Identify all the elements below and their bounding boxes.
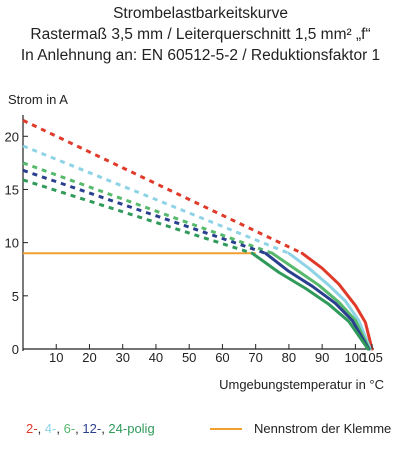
legend-item-0: 2- [26, 421, 38, 436]
x-tick-label: 100 [345, 350, 367, 365]
x-tick-label: 70 [248, 350, 262, 365]
series-dashed-1 [22, 144, 290, 255]
x-tick-label: 40 [149, 350, 163, 365]
legend-separator: , [56, 421, 64, 436]
series-solid-3 [264, 251, 371, 351]
series-solid-1 [287, 251, 372, 351]
legend-item-1: 4- [44, 421, 57, 436]
series-dashed-0 [22, 118, 303, 255]
y-tick-label: 15 [5, 182, 19, 197]
series-dashed-2 [22, 161, 273, 255]
legend-separator: , [37, 421, 45, 436]
x-tick-label: 20 [82, 350, 96, 365]
x-tick-label: 30 [115, 350, 129, 365]
legend-item-3: 12- [82, 421, 102, 436]
chart-title: Strombelastbarkeitskurve [113, 5, 288, 22]
series-solid-0 [300, 251, 374, 351]
series-dashed-3 [22, 168, 267, 255]
legend-separator: , [75, 421, 83, 436]
y-tick-label: 5 [12, 289, 19, 304]
y-tick-label: 10 [5, 236, 19, 251]
y-axis-label: Strom in A [8, 92, 68, 107]
legend-item-4: 24-polig [108, 421, 155, 436]
chart-subtitle-1: Rastermaß 3,5 mm / Leiterquerschnitt 1,5… [30, 26, 371, 43]
x-tick-label: 60 [215, 350, 229, 365]
pole-legend: 2-, 4-, 6-, 12-, 24-polig [26, 421, 155, 436]
series-solid-4 [250, 251, 370, 351]
nennstrom-swatch [210, 427, 242, 430]
x-tick-label: 50 [182, 350, 196, 365]
x-tick-label: 10 [49, 350, 63, 365]
x-tick-label: 90 [315, 350, 329, 365]
x-tick-label: 105 [361, 350, 383, 365]
chart-subtitle-2: In Anlehnung an: EN 60512-5-2 / Reduktio… [20, 47, 381, 64]
nennstrom-legend: Nennstrom der Klemme [210, 421, 391, 436]
series-solid-2 [270, 251, 371, 351]
x-axis-label: Umgebungstemperatur in °C [219, 377, 384, 392]
x-tick-label: 80 [282, 350, 296, 365]
nennstrom-label: Nennstrom der Klemme [254, 421, 392, 436]
y-tick-label: 20 [5, 129, 19, 144]
legend-item-2: 6- [63, 421, 76, 436]
series-dashed-4 [22, 178, 253, 255]
legend-separator: , [101, 421, 109, 436]
y-tick-label: 0 [12, 342, 19, 357]
